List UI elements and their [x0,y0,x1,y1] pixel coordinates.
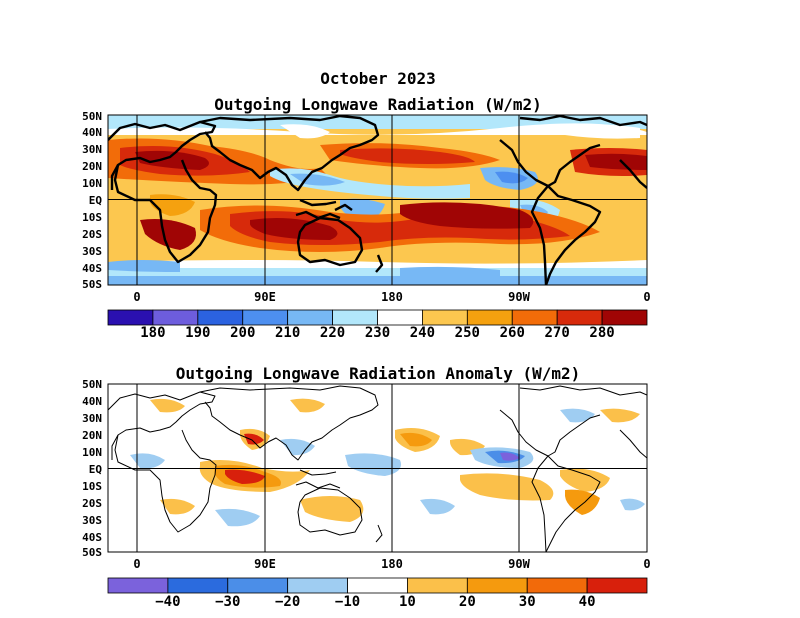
coastline-indonesia [299,198,337,207]
coastline-west-africa [619,159,647,189]
lon-label: 0 [643,557,651,571]
colorbar-swatch [227,577,289,594]
colorbar-swatch [511,309,558,326]
lat-label: 40S [82,531,102,544]
colorbar-label: 180 [140,325,166,341]
map-date-title: October 2023 [320,69,436,88]
olr-anomaly-central-pacific-negative [345,453,401,476]
lat-label: 10S [82,480,102,493]
colorbar-swatch [407,577,468,594]
lat-label: 50N [82,378,102,391]
colorbar-label: 20 [458,594,476,610]
coastline-new-zealand [375,254,384,273]
colorbar-label: 10 [399,594,416,610]
olr-map-frame [107,114,648,286]
colorbar-swatch [287,309,333,326]
lat-label: 40N [82,126,102,139]
colorbar-label: 190 [185,325,211,341]
colorbar-swatch [466,309,513,326]
olr-anomaly-map-coastlines [108,385,647,552]
colorbar-swatch [526,577,588,594]
colorbar-label: 200 [230,325,256,341]
colorbar-swatch [287,577,348,594]
coastline-north-america [499,139,601,188]
lat-label: 20N [82,160,102,173]
lon-label: 180 [381,290,403,304]
colorbar-label: −20 [275,594,301,610]
colorbar-label: −30 [215,594,241,610]
lat-label: 10S [82,211,102,224]
colorbar-swatch [332,309,378,326]
lon-label: 0 [643,290,651,304]
colorbar-swatch [422,309,468,326]
colorbar-label: 270 [544,325,570,341]
olr-south-africa-warm [140,219,196,250]
lon-label: 180 [381,557,403,571]
lat-label: 40N [82,395,102,408]
colorbar-swatch [377,309,423,326]
olr-map-title: Outgoing Longwave Radiation (W/m2) [214,95,542,114]
lon-label: 90W [508,557,530,571]
lat-label: 50S [82,278,102,291]
colorbar-label: 230 [364,325,391,341]
olr-anomaly-map-grid [108,384,647,552]
lat-label: EQ [88,194,102,207]
lon-label: 90E [254,557,276,571]
olr-anomaly-map-frame [107,383,648,553]
olr-anomaly-map-title: Outgoing Longwave Radiation Anomaly (W/m… [175,364,581,383]
lon-label: 90E [254,290,276,304]
colorbar-swatch [347,577,408,594]
olr-anomaly-colorbar [107,577,648,594]
lat-label: 20S [82,497,102,510]
colorbar-swatch [167,577,229,594]
lat-label: 50S [82,546,102,559]
olr-map-grid [108,115,647,285]
colorbar-label: 40 [578,594,596,610]
coastline-eurasia [199,115,380,192]
colorbar-label: 220 [319,325,346,341]
coastline-australia [296,216,364,267]
colorbar-swatch [601,309,648,326]
colorbar-label: −10 [334,594,361,610]
colorbar-label: 280 [589,325,615,341]
lat-label: EQ [88,463,102,476]
lat-label: 30S [82,245,102,258]
coastline-south-america-west [530,185,549,285]
colorbar-swatch [152,309,199,326]
coastline-europe-africa-north [108,120,217,190]
colorbar-swatch [586,577,648,594]
lat-label: 50N [82,110,102,123]
lat-label: 30N [82,412,102,425]
lat-label: 40S [82,262,102,275]
lat-label: 20N [82,429,102,442]
lat-label: 30N [82,143,102,156]
lon-label: 0 [133,557,141,571]
lat-label: 10N [82,446,102,459]
olr-anomaly-south-pacific-positive [460,473,554,501]
colorbar-label: −40 [155,594,181,610]
olr-colorbar [107,309,648,326]
colorbar-label: 240 [409,325,436,341]
colorbar-label: 260 [499,325,525,341]
colorbar-swatch [556,309,603,326]
colorbar-label: 250 [454,325,480,341]
lon-label: 0 [133,290,141,304]
colorbar-swatch [107,577,169,594]
colorbar-swatch [107,309,154,326]
colorbar-swatch [466,577,528,594]
olr-anomaly-australia-positive [300,496,364,522]
colorbar-label: 30 [518,594,536,610]
lon-label: 90W [508,290,530,304]
lat-label: 30S [82,514,102,527]
lat-label: 10N [82,177,102,190]
olr-anomaly-south-indian-negative [215,508,260,527]
colorbar-swatch [242,309,289,326]
colorbar-label: 210 [275,325,301,341]
lat-label: 20S [82,228,102,241]
colorbar-swatch [197,309,244,326]
coastline-north-america-top [519,115,647,127]
